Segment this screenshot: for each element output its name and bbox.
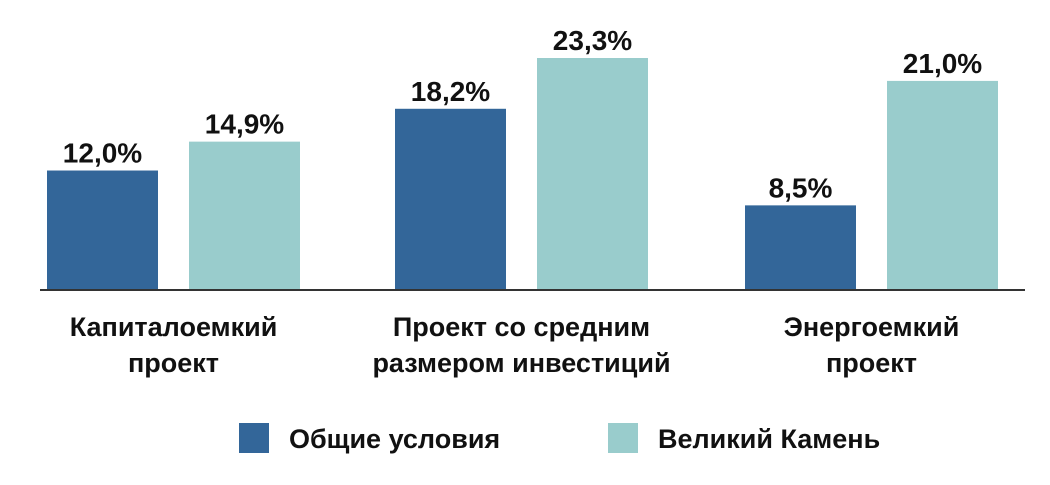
bar-velikiy-kamen-0 bbox=[189, 141, 300, 290]
category-label: Энергоемкий bbox=[784, 312, 960, 342]
category-label: проект bbox=[826, 348, 917, 378]
category-label: размером инвестиций bbox=[372, 348, 670, 378]
data-label: 8,5% bbox=[769, 172, 833, 203]
data-label: 12,0% bbox=[63, 138, 142, 169]
legend: Общие условия Великий Камень bbox=[239, 423, 880, 454]
value-labels-layer: 12,0% 14,9% 18,2% 23,3% 8,5% 21,0% bbox=[63, 25, 982, 203]
bar-velikiy-kamen-2 bbox=[887, 80, 998, 290]
data-label: 21,0% bbox=[903, 48, 982, 79]
bar-general-2 bbox=[745, 205, 856, 290]
legend-swatch bbox=[608, 423, 638, 453]
legend-label: Великий Камень bbox=[658, 424, 880, 454]
data-label: 23,3% bbox=[553, 25, 632, 56]
data-label: 18,2% bbox=[411, 76, 490, 107]
category-label: Капиталоемкий bbox=[70, 312, 278, 342]
category-label: Проект со средним bbox=[393, 312, 650, 342]
category-labels-layer: Капиталоемкий проект Проект со средним разм… bbox=[70, 312, 960, 378]
legend-swatch bbox=[239, 423, 269, 453]
data-label: 14,9% bbox=[205, 109, 284, 140]
category-label: проект bbox=[128, 348, 219, 378]
bar-general-1 bbox=[395, 108, 506, 290]
legend-label: Общие условия bbox=[289, 424, 500, 454]
bars-layer bbox=[47, 58, 998, 290]
bar-general-0 bbox=[47, 170, 158, 290]
bar-velikiy-kamen-1 bbox=[537, 58, 648, 290]
